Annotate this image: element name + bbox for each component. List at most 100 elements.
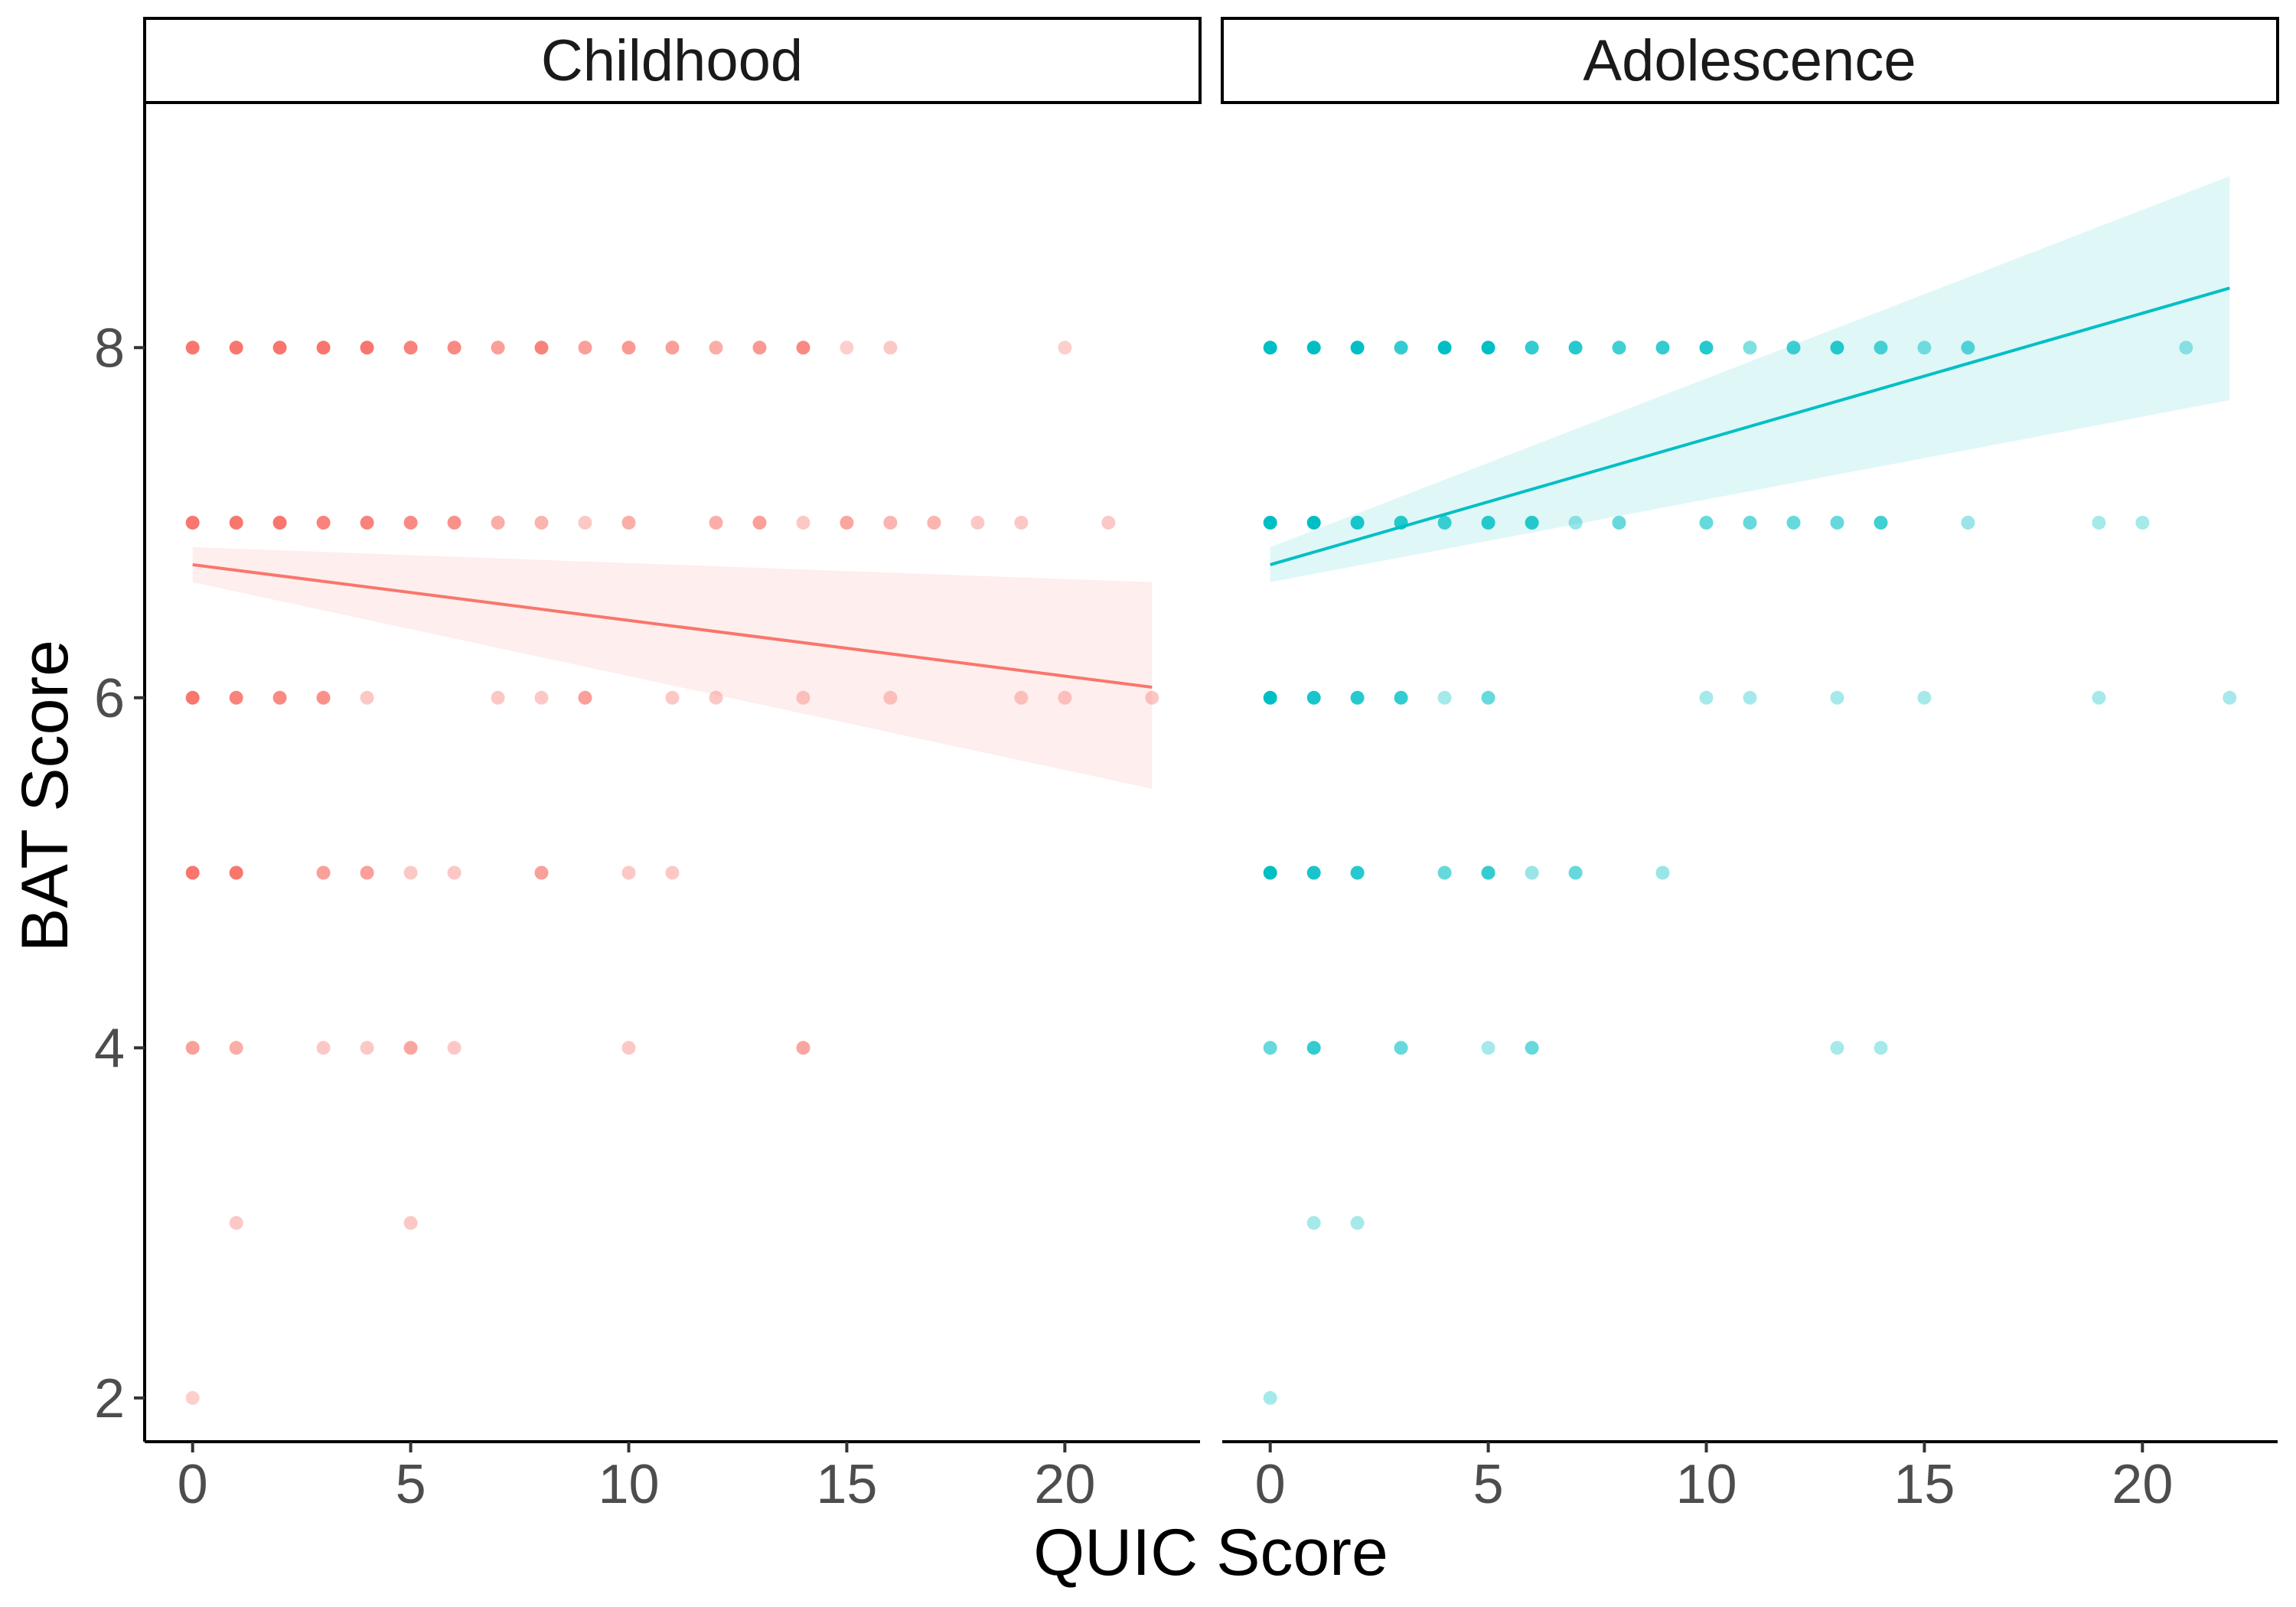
confidence-band-childhood — [192, 547, 1153, 789]
data-point-childhood — [185, 341, 200, 355]
data-point-childhood — [229, 1216, 243, 1231]
data-point-childhood — [185, 1390, 200, 1405]
data-point-adolescence — [1830, 690, 1844, 705]
data-point-childhood — [185, 1041, 200, 1055]
data-point-adolescence — [1830, 341, 1844, 355]
data-point-adolescence — [2092, 516, 2106, 530]
data-point-childhood — [1101, 516, 1116, 530]
data-point-childhood — [534, 516, 549, 530]
data-point-childhood — [447, 341, 461, 355]
data-point-childhood — [578, 341, 592, 355]
data-point-childhood — [272, 690, 287, 705]
data-point-childhood — [709, 516, 723, 530]
data-point-adolescence — [1525, 516, 1539, 530]
data-point-adolescence — [1917, 341, 1932, 355]
data-point-childhood — [229, 865, 243, 880]
data-point-childhood — [491, 516, 505, 530]
data-point-adolescence — [1263, 1390, 1277, 1405]
data-point-adolescence — [1874, 1041, 1888, 1055]
x-axis-childhood: 0 5 10 15 20 — [145, 1440, 1200, 1515]
data-point-childhood — [403, 865, 418, 880]
data-point-childhood — [316, 1041, 331, 1055]
plot-area-adolescence — [1263, 176, 2237, 1405]
data-point-adolescence — [2179, 341, 2193, 355]
data-point-adolescence — [1306, 1216, 1321, 1231]
data-point-childhood — [883, 341, 898, 355]
data-point-adolescence — [1830, 516, 1844, 530]
data-point-adolescence — [1394, 690, 1408, 705]
data-point-adolescence — [1525, 1041, 1539, 1055]
data-point-adolescence — [1306, 865, 1321, 880]
data-point-childhood — [272, 341, 287, 355]
y-axis: 2 4 6 8 — [94, 103, 146, 1442]
data-point-adolescence — [1612, 341, 1626, 355]
data-point-childhood — [621, 516, 636, 530]
data-point-adolescence — [2135, 516, 2150, 530]
data-point-childhood — [403, 341, 418, 355]
data-point-childhood — [229, 690, 243, 705]
x-axis-adolescence: 0 5 10 15 20 — [1222, 1440, 2278, 1515]
data-point-adolescence — [1830, 1041, 1844, 1055]
data-point-childhood — [840, 341, 854, 355]
data-point-childhood — [970, 516, 985, 530]
data-point-adolescence — [1481, 341, 1495, 355]
data-point-adolescence — [1481, 690, 1495, 705]
x-tick-label: 0 — [178, 1454, 208, 1515]
x-tick-label: 15 — [1893, 1454, 1955, 1515]
data-point-childhood — [316, 341, 331, 355]
data-point-adolescence — [1699, 516, 1714, 530]
data-point-childhood — [447, 1041, 461, 1055]
data-point-adolescence — [1394, 1041, 1408, 1055]
x-tick-label: 10 — [1675, 1454, 1737, 1515]
data-point-childhood — [229, 341, 243, 355]
data-point-childhood — [534, 341, 549, 355]
data-point-childhood — [360, 516, 374, 530]
data-point-childhood — [447, 516, 461, 530]
data-point-childhood — [1058, 690, 1072, 705]
regression-line-adolescence — [1270, 286, 2230, 566]
data-point-adolescence — [1263, 1041, 1277, 1055]
data-point-adolescence — [1743, 516, 1757, 530]
data-point-childhood — [185, 690, 200, 705]
data-point-childhood — [796, 1041, 810, 1055]
data-point-adolescence — [1568, 865, 1583, 880]
data-point-childhood — [578, 690, 592, 705]
data-point-childhood — [316, 865, 331, 880]
data-point-childhood — [578, 516, 592, 530]
x-tick-label: 20 — [2112, 1454, 2173, 1515]
data-point-childhood — [665, 690, 680, 705]
x-tick-label: 5 — [396, 1454, 426, 1515]
data-point-adolescence — [1350, 865, 1365, 880]
data-point-childhood — [1058, 341, 1072, 355]
data-point-childhood — [665, 865, 680, 880]
data-point-adolescence — [1437, 690, 1452, 705]
y-tick-label: 6 — [94, 668, 125, 729]
data-point-adolescence — [1437, 341, 1452, 355]
x-tick-label: 0 — [1255, 1454, 1286, 1515]
data-point-childhood — [1145, 690, 1159, 705]
data-point-childhood — [840, 516, 854, 530]
data-point-childhood — [752, 516, 767, 530]
data-point-adolescence — [1874, 341, 1888, 355]
strip-label-adolescence: Adolescence — [1583, 28, 1916, 93]
data-point-childhood — [1014, 516, 1029, 530]
data-point-childhood — [447, 865, 461, 880]
data-point-adolescence — [1350, 516, 1365, 530]
data-point-adolescence — [1743, 690, 1757, 705]
data-point-adolescence — [1961, 341, 1975, 355]
data-point-childhood — [883, 690, 898, 705]
data-point-adolescence — [1481, 865, 1495, 880]
data-point-adolescence — [1350, 1216, 1365, 1231]
x-tick-label: 15 — [816, 1454, 877, 1515]
data-point-childhood — [360, 1041, 374, 1055]
x-tick-label: 10 — [598, 1454, 659, 1515]
data-point-childhood — [796, 690, 810, 705]
data-point-childhood — [316, 516, 331, 530]
data-point-childhood — [927, 516, 941, 530]
data-point-childhood — [621, 1041, 636, 1055]
strip-box-childhood — [143, 17, 1202, 104]
x-tick-label: 20 — [1034, 1454, 1095, 1515]
data-point-adolescence — [1568, 341, 1583, 355]
